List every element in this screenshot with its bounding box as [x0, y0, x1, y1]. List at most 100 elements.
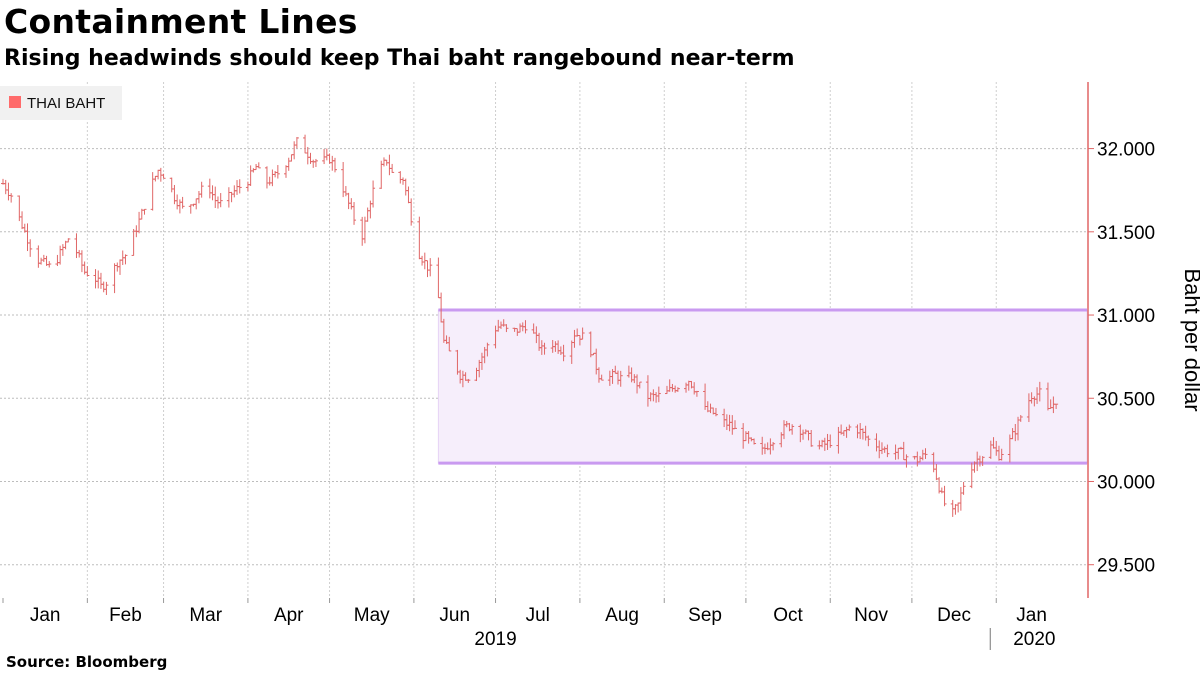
ohlc-bar: [96, 270, 101, 289]
ohlc-bar: [292, 141, 297, 160]
ohlc-bar: [1018, 415, 1023, 422]
ohlc-bar: [656, 386, 661, 403]
ohlc-bar: [771, 442, 776, 451]
ohlc-bar: [248, 165, 253, 186]
ohlc-bar: [324, 148, 329, 161]
ohlc-bar: [112, 263, 117, 294]
ohlc-bar: [379, 160, 384, 189]
ohlc-bar: [177, 199, 182, 214]
ohlc-bar: [229, 191, 234, 203]
ohlc-bar: [39, 257, 44, 265]
ohlc-bar: [523, 320, 528, 334]
ohlc-bar: [403, 178, 408, 196]
ohlc-bar: [47, 261, 52, 268]
ohlc-bar: [264, 166, 269, 189]
ohlc-bar: [934, 463, 939, 481]
ohlc-bar: [20, 211, 25, 230]
ohlc-bar: [3, 179, 8, 195]
ohlc-bar: [175, 194, 180, 210]
x-tick-label: Mar: [189, 605, 222, 626]
legend: THAI BAHT: [0, 86, 122, 120]
x-year-label: 2020: [1013, 629, 1055, 650]
ohlc-bar: [809, 430, 814, 447]
ohlc-bar: [313, 158, 318, 168]
ohlc-bar: [752, 438, 757, 445]
ohlc-bar: [131, 228, 136, 256]
ohlc-bar: [504, 324, 509, 333]
x-year-label: 2019: [474, 629, 516, 650]
ohlc-bar: [343, 186, 348, 197]
ohlc-bar: [6, 182, 11, 201]
ohlc-bar: [1037, 381, 1042, 402]
ohlc-bar: [352, 202, 357, 225]
ohlc-bar: [194, 198, 199, 210]
ohlc-bar: [213, 186, 218, 208]
ohlc-bar: [169, 177, 174, 193]
ohlc-bar: [207, 178, 212, 199]
ohlc-bar: [365, 207, 370, 222]
ohlc-bar: [885, 444, 890, 458]
ohlc-bar: [330, 155, 335, 171]
axes: 29.500 30.000 30.500 31.000 31.500 32.000 Jan F…: [2, 82, 1155, 650]
ohlc-bar: [428, 258, 433, 277]
x-tick-label: Jul: [526, 605, 550, 626]
ohlc-bar: [381, 157, 386, 167]
ohlc-bar: [289, 154, 294, 162]
ohlc-bar: [74, 233, 79, 259]
ohlc-bar: [790, 424, 795, 435]
ohlc-bar: [172, 184, 177, 205]
ohlc-bar: [417, 216, 422, 260]
ohlc-bar: [123, 254, 128, 265]
ohlc-bar: [251, 168, 256, 173]
x-tick-label: Apr: [274, 605, 304, 626]
y-axis-title: Baht per dollar: [1180, 268, 1200, 411]
ohlc-bar: [999, 448, 1004, 461]
ohlc-bar: [66, 238, 71, 243]
ohlc-bar: [485, 342, 490, 357]
ohlc-bar: [409, 198, 414, 226]
ohlc-bar: [294, 137, 299, 149]
x-tick-label: May: [354, 605, 390, 626]
ohlc-bar: [904, 454, 909, 468]
ohlc-bar: [55, 254, 60, 267]
ohlc-bar: [961, 481, 966, 495]
ohlc-bar: [447, 336, 452, 352]
ohlc-bar: [847, 424, 852, 431]
x-tick-label: Feb: [109, 605, 142, 626]
ohlc-bar: [161, 173, 166, 179]
ohlc-bar: [923, 448, 928, 459]
ohlc-bar: [36, 245, 41, 268]
x-tick-label: Dec: [937, 605, 971, 626]
y-tick-label: 31.500: [1097, 223, 1155, 244]
ohlc-bar: [713, 407, 718, 417]
chart-title: Containment Lines: [4, 2, 358, 41]
ohlc-bar: [828, 434, 833, 448]
ohlc-bar: [694, 390, 699, 397]
ohlc-bar: [398, 171, 403, 184]
ohlc-bar: [188, 204, 193, 214]
ohlc-bar: [235, 180, 240, 195]
y-tick-label: 30.000: [1097, 472, 1155, 493]
legend-label: THAI BAHT: [27, 95, 105, 112]
y-tick-label: 30.500: [1097, 389, 1155, 410]
ohlc-bar: [542, 342, 547, 355]
ohlc-bar: [79, 250, 84, 273]
ohlc-bar: [25, 223, 30, 252]
ohlc-bar: [196, 190, 201, 204]
ohlc-bar: [284, 165, 289, 178]
ohlc-bar: [118, 259, 123, 275]
ohlc-bar: [371, 180, 376, 208]
ohlc-bar: [98, 272, 103, 289]
x-tick-label: Aug: [605, 605, 639, 626]
x-tick-label: Sep: [688, 605, 722, 626]
ohlc-bar: [618, 370, 623, 387]
ohlc-bar: [346, 192, 351, 210]
ohlc-bar: [150, 172, 155, 211]
ohlc-bar: [275, 165, 280, 179]
ohlc-bar: [286, 157, 291, 171]
y-tick-label: 29.500: [1097, 556, 1155, 577]
ohlc-bar: [401, 177, 406, 185]
x-tick-label: Nov: [854, 605, 888, 626]
ohlc-bar: [466, 378, 471, 383]
ohlc-bar: [245, 181, 250, 192]
